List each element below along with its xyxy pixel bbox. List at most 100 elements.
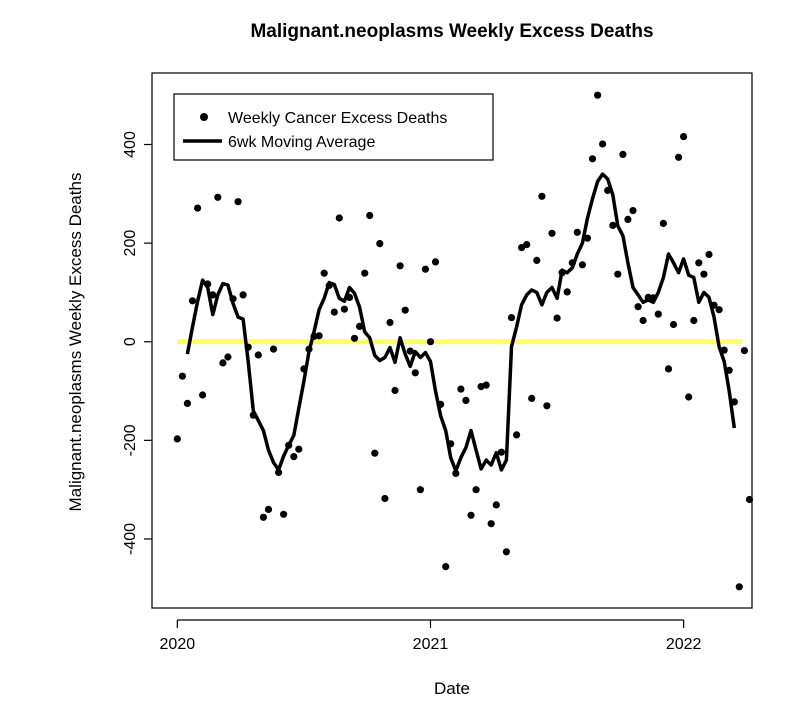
data-point xyxy=(457,385,465,393)
data-point xyxy=(401,306,409,314)
y-tick-label: 200 xyxy=(122,230,139,257)
data-point xyxy=(664,365,673,373)
data-point xyxy=(315,332,323,340)
data-point xyxy=(280,510,288,518)
data-point xyxy=(462,396,470,404)
data-point xyxy=(188,297,197,305)
data-point xyxy=(224,353,232,361)
data-point xyxy=(356,322,364,330)
data-point xyxy=(426,338,435,346)
data-point xyxy=(366,211,374,220)
data-point xyxy=(502,548,510,556)
data-point xyxy=(558,269,566,277)
data-point xyxy=(705,250,713,259)
data-point xyxy=(745,495,754,504)
data-point xyxy=(543,402,551,410)
data-point xyxy=(396,262,404,270)
data-point xyxy=(199,391,207,399)
data-point xyxy=(629,207,637,215)
chart-title: Malignant.neoplasms Weekly Excess Deaths xyxy=(250,21,653,42)
data-point xyxy=(730,398,738,406)
legend-label-points: Weekly Cancer Excess Deaths xyxy=(228,110,447,127)
data-point xyxy=(685,393,693,401)
y-tick-label: 400 xyxy=(122,131,139,158)
data-point xyxy=(173,435,181,443)
legend-label-line: 6wk Moving Average xyxy=(228,134,375,151)
data-point xyxy=(325,281,333,290)
data-point xyxy=(254,351,262,359)
data-point xyxy=(548,229,556,237)
data-point xyxy=(300,365,308,373)
x-tick-label: 2022 xyxy=(666,636,702,653)
data-point xyxy=(725,366,733,374)
data-point xyxy=(209,291,217,299)
data-point xyxy=(320,269,328,277)
x-axis-label: Date xyxy=(434,679,470,698)
data-point xyxy=(229,295,237,303)
data-point xyxy=(239,291,247,299)
data-point xyxy=(634,303,642,311)
data-point xyxy=(594,91,602,99)
data-point xyxy=(376,240,384,248)
data-point xyxy=(609,221,617,229)
data-point xyxy=(578,261,587,269)
data-point xyxy=(654,310,662,318)
data-point xyxy=(659,219,668,227)
data-point xyxy=(563,288,571,296)
legend: Weekly Cancer Excess Deaths 6wk Moving A… xyxy=(173,93,494,161)
data-point xyxy=(487,520,495,528)
data-point xyxy=(523,241,531,249)
data-point xyxy=(183,399,191,407)
plot-area: -400 -200 0 200 400 2020 2021 2022 xyxy=(122,72,754,653)
data-point xyxy=(391,386,399,395)
data-point xyxy=(290,453,298,461)
data-point xyxy=(735,583,743,591)
data-point xyxy=(680,133,688,141)
data-point xyxy=(371,449,379,457)
data-point xyxy=(386,318,394,327)
data-point xyxy=(214,193,222,201)
data-point xyxy=(452,469,460,477)
data-point xyxy=(553,314,561,322)
data-point xyxy=(624,215,632,223)
x-tick-label: 2020 xyxy=(160,636,196,653)
data-point xyxy=(305,345,313,353)
data-point xyxy=(219,359,227,367)
data-point xyxy=(472,486,480,494)
data-point xyxy=(715,306,723,314)
data-point xyxy=(700,270,708,278)
data-point xyxy=(178,372,186,380)
data-point xyxy=(720,346,728,354)
data-point xyxy=(350,334,359,342)
data-point xyxy=(437,400,445,408)
data-point xyxy=(442,563,450,571)
data-point xyxy=(285,441,293,449)
legend-point-marker xyxy=(200,113,208,121)
data-point xyxy=(330,308,338,316)
y-tick-label: 0 xyxy=(122,337,139,346)
data-point xyxy=(533,256,541,264)
data-point xyxy=(295,445,303,453)
data-point xyxy=(345,293,354,301)
y-axis-label: Malignant.neoplasms Weekly Excess Deaths xyxy=(66,173,85,512)
data-point xyxy=(447,440,455,448)
data-point xyxy=(669,320,678,329)
data-point xyxy=(695,259,703,267)
x-tick-label: 2021 xyxy=(413,636,449,653)
data-point xyxy=(583,234,592,242)
points-group xyxy=(173,91,754,591)
data-point xyxy=(467,511,475,519)
data-point xyxy=(381,494,389,503)
data-point xyxy=(234,198,242,206)
data-point xyxy=(431,258,440,266)
data-point xyxy=(619,150,627,158)
data-point xyxy=(528,394,536,402)
data-point xyxy=(614,270,622,278)
data-point xyxy=(259,513,267,521)
data-point xyxy=(690,316,698,325)
data-point xyxy=(204,280,212,288)
data-point xyxy=(604,186,612,194)
data-point xyxy=(513,431,521,439)
data-point xyxy=(568,259,576,267)
